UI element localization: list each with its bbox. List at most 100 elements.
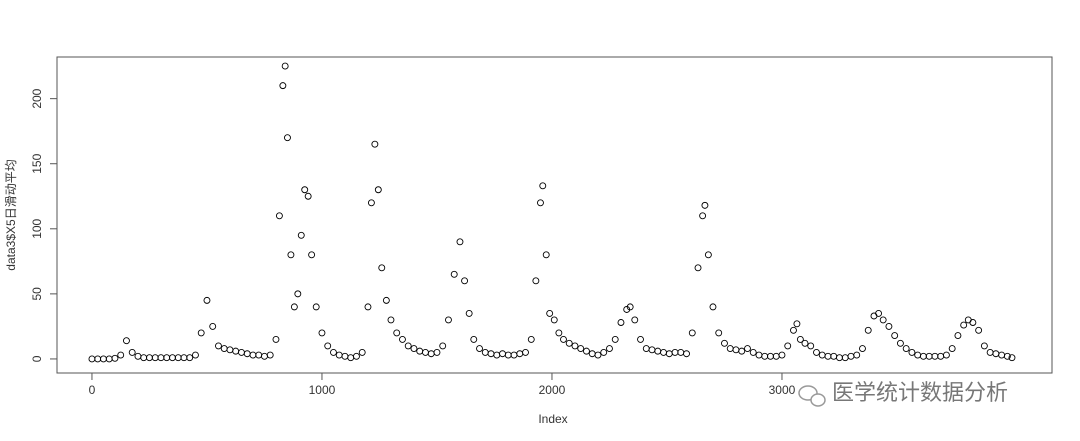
point: [665, 350, 673, 358]
point: [163, 354, 171, 362]
point: [772, 352, 780, 360]
point: [399, 335, 406, 343]
y-tick-label: 150: [30, 153, 44, 173]
point: [853, 351, 861, 359]
point: [304, 192, 312, 200]
point: [896, 339, 904, 347]
point: [954, 332, 962, 339]
point: [796, 335, 804, 343]
x-tick-label: 2000: [539, 383, 566, 397]
y-axis-label: data3$X5日滑动平均: [4, 159, 18, 270]
point: [522, 348, 529, 356]
y-tick-label: 100: [30, 218, 44, 238]
point: [555, 329, 563, 337]
point: [732, 346, 740, 354]
point: [140, 354, 148, 362]
point: [761, 352, 769, 360]
point: [387, 316, 395, 324]
point: [220, 345, 228, 352]
point: [476, 345, 483, 352]
point: [330, 348, 337, 356]
x-tick-label: 1000: [309, 383, 336, 397]
point: [931, 352, 939, 360]
point: [266, 351, 274, 359]
point: [986, 348, 994, 356]
point: [813, 348, 820, 356]
y-tick-label: 200: [30, 88, 44, 108]
point: [100, 355, 107, 363]
point: [960, 321, 968, 329]
point: [493, 351, 501, 359]
point: [284, 134, 291, 142]
point: [279, 82, 287, 90]
point: [151, 354, 159, 362]
point: [232, 347, 240, 355]
point: [209, 322, 217, 330]
watermark-icon: [810, 393, 826, 407]
point: [571, 342, 579, 350]
point: [123, 337, 130, 345]
point: [611, 335, 619, 343]
point: [683, 350, 690, 358]
point: [998, 351, 1006, 359]
point: [197, 329, 205, 337]
watermark-text: 医学统计数据分析: [832, 380, 1008, 405]
y-tick-label: 0: [30, 355, 44, 362]
point: [180, 354, 188, 362]
point: [134, 352, 142, 360]
point: [859, 345, 866, 352]
point: [885, 322, 893, 330]
point: [594, 351, 602, 359]
point: [631, 316, 639, 324]
watermark: 医学统计数据分析: [798, 380, 1008, 407]
plot-box: [56, 56, 1053, 374]
point: [146, 354, 153, 362]
point: [169, 354, 176, 362]
point: [445, 316, 452, 324]
point: [617, 319, 625, 326]
point: [215, 342, 222, 350]
point: [243, 350, 251, 358]
point: [312, 303, 320, 311]
point: [546, 309, 554, 317]
point: [1003, 352, 1011, 360]
point: [648, 346, 656, 354]
point: [461, 277, 469, 285]
point: [560, 335, 567, 343]
point: [318, 329, 326, 337]
point: [226, 346, 234, 354]
point: [374, 186, 382, 194]
point: [801, 339, 809, 347]
point: [688, 329, 696, 337]
point: [600, 348, 608, 356]
point: [481, 348, 489, 356]
point: [427, 350, 435, 358]
point: [117, 351, 125, 359]
point: [677, 348, 685, 356]
point: [721, 339, 728, 347]
point: [671, 348, 679, 356]
point: [588, 350, 596, 358]
point: [272, 335, 280, 343]
point: [626, 303, 634, 311]
point: [818, 351, 826, 359]
point: [382, 296, 390, 304]
point: [784, 342, 792, 350]
y-tick-label: 50: [30, 287, 44, 301]
point: [704, 251, 712, 259]
point: [980, 342, 988, 350]
point: [456, 238, 464, 246]
point: [203, 296, 211, 304]
point: [537, 199, 544, 207]
point: [891, 332, 899, 339]
point: [416, 347, 424, 355]
point: [281, 62, 289, 70]
point: [1008, 354, 1016, 362]
point: [550, 316, 558, 324]
point: [290, 303, 298, 311]
point: [744, 345, 751, 352]
point: [942, 351, 950, 359]
point: [937, 352, 945, 360]
point: [532, 277, 540, 285]
